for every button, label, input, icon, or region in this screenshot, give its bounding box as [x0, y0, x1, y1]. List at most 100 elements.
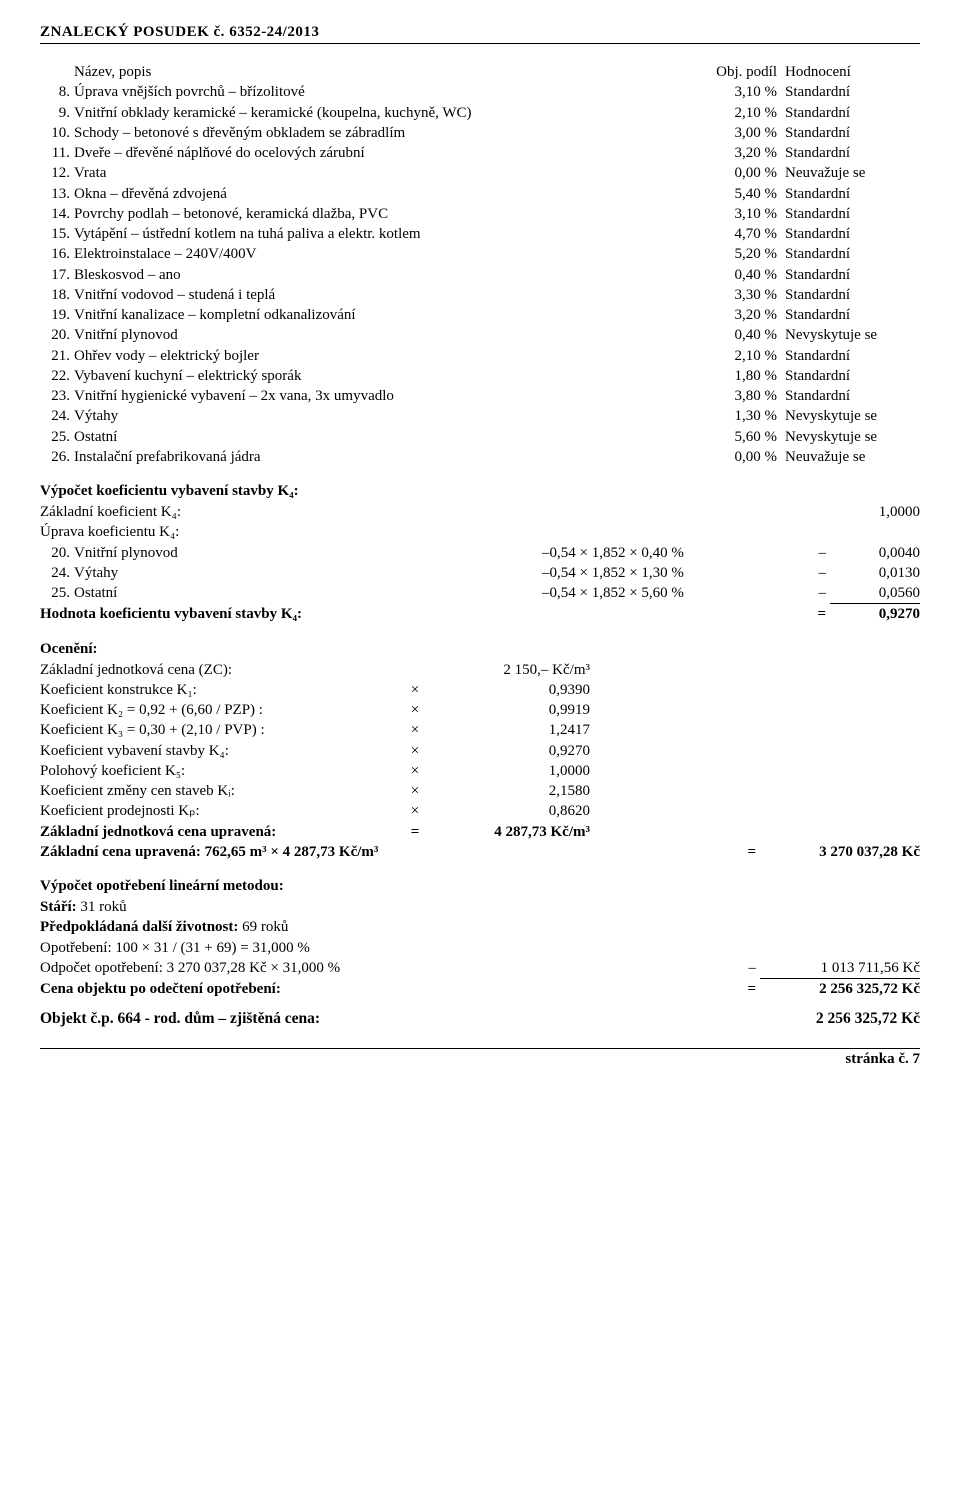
k4-line: 20.Vnitřní plynovod–0,54 × 1,852 × 0,40 …: [40, 543, 920, 563]
row-hod: Nevyskytuje se: [777, 325, 920, 345]
row-name: Vnitřní vodovod – studená i teplá: [74, 285, 699, 305]
row-name: Vytápění – ústřední kotlem na tuhá paliv…: [74, 224, 699, 244]
row-val: 3,80 %: [699, 386, 777, 406]
row-num: 26.: [40, 447, 74, 467]
row-val: 0,40 %: [699, 325, 777, 345]
table-row: 17.Bleskosvod – ano0,40 %Standardní: [40, 265, 920, 285]
row-num: 9.: [40, 103, 74, 123]
row-val: 3,30 %: [699, 285, 777, 305]
row-num: 18.: [40, 285, 74, 305]
row-name: Schody – betonové s dřevěným obkladem se…: [74, 123, 699, 143]
oc-row: Koeficient konstrukce K₁:×0,9390: [40, 680, 920, 700]
row-val: 2,10 %: [699, 346, 777, 366]
row-name: Elektroinstalace – 240V/400V: [74, 244, 699, 264]
header-number: 6352-24/2013: [229, 24, 319, 40]
table-row: 21.Ohřev vody – elektrický bojler2,10 %S…: [40, 346, 920, 366]
row-hod: Standardní: [777, 265, 920, 285]
row-val: 0,40 %: [699, 265, 777, 285]
col-name: Název, popis: [74, 62, 699, 82]
oc-sym: ×: [400, 781, 430, 801]
oc-row: Koeficient K₂ = 0,92 + (6,60 / PZP) :×0,…: [40, 700, 920, 720]
row-name: Instalační prefabrikovaná jádra: [74, 447, 699, 467]
wear-calc: Opotřebení: 100 × 31 / (31 + 69) = 31,00…: [40, 938, 920, 958]
oc-val: 0,8620: [430, 801, 590, 821]
row-val: 3,10 %: [699, 204, 777, 224]
table-row: 13.Okna – dřevěná zdvojená5,40 %Standard…: [40, 184, 920, 204]
wear-ded-sign: –: [732, 958, 760, 979]
col-hod: Hodnocení: [777, 62, 920, 82]
row-val: 5,20 %: [699, 244, 777, 264]
table-row: 22.Vybavení kuchyní – elektrický sporák1…: [40, 366, 920, 386]
row-hod: Standardní: [777, 184, 920, 204]
row-val: 3,20 %: [699, 305, 777, 325]
row-hod: Nevyskytuje se: [777, 406, 920, 426]
table-row: 9.Vnitřní obklady keramické – keramické …: [40, 103, 920, 123]
oc-label: Koeficient změny cen staveb Kᵢ:: [40, 781, 400, 801]
row-hod: Standardní: [777, 82, 920, 102]
oc-zc-upr-label: Základní jednotková cena upravená:: [40, 822, 400, 842]
k4-result-label: Hodnota koeficientu vybavení stavby K₄:: [40, 604, 542, 624]
oc-row: Polohový koeficient K₅:×1,0000: [40, 761, 920, 781]
wear-ded-label: Odpočet opotřebení: 3 270 037,28 Kč × 31…: [40, 958, 732, 979]
table-row: 18.Vnitřní vodovod – studená i teplá3,30…: [40, 285, 920, 305]
k4-result-sign: =: [802, 604, 830, 624]
row-name: Vnitřní plynovod: [74, 325, 699, 345]
row-hod: Standardní: [777, 366, 920, 386]
oc-sym: ×: [400, 741, 430, 761]
table-row: 15.Vytápění – ústřední kotlem na tuhá pa…: [40, 224, 920, 244]
row-hod: Nevyskytuje se: [777, 427, 920, 447]
row-val: 0,00 %: [699, 447, 777, 467]
row-name: Úprava vnějších povrchů – břízolitové: [74, 82, 699, 102]
wear-life: Předpokládaná další životnost: 69 roků: [40, 917, 920, 937]
oc-sym: ×: [400, 720, 430, 740]
oc-zc-line: Základní cena upravená: 762,65 m³ × 4 28…: [40, 842, 920, 862]
oc-title: Ocenění:: [40, 641, 920, 658]
row-hod: Standardní: [777, 143, 920, 163]
row-val: 5,60 %: [699, 427, 777, 447]
table-row: 25.Ostatní5,60 %Nevyskytuje se: [40, 427, 920, 447]
wear-ded-val: 1 013 711,56 Kč: [760, 958, 920, 979]
oc-val: 0,9270: [430, 741, 590, 761]
table-body: 8.Úprava vnějších povrchů – břízolitové3…: [40, 82, 920, 467]
oc-zc-line-val: 3 270 037,28 Kč: [760, 842, 920, 862]
table-row: 8.Úprava vnějších povrchů – břízolitové3…: [40, 82, 920, 102]
oc-label: Polohový koeficient K₅:: [40, 761, 400, 781]
row-val: 2,10 %: [699, 103, 777, 123]
row-num: 17.: [40, 265, 74, 285]
row-name: Okna – dřevěná zdvojená: [74, 184, 699, 204]
row-name: Výtahy: [74, 406, 699, 426]
table-row: 12.Vrata0,00 %Neuvažuje se: [40, 163, 920, 183]
wear-after-label: Cena objektu po odečtení opotřebení:: [40, 979, 732, 999]
oc-row: Koeficient vybavení stavby K₄:×0,9270: [40, 741, 920, 761]
row-num: 14.: [40, 204, 74, 224]
oc-val: 0,9919: [430, 700, 590, 720]
wear-after-sign: =: [732, 979, 760, 999]
row-hod: Standardní: [777, 204, 920, 224]
row-num: 25.: [40, 427, 74, 447]
final-val: 2 256 325,72 Kč: [760, 1009, 920, 1030]
row-num: 15.: [40, 224, 74, 244]
oc-row: Koeficient prodejnosti Kₚ:×0,8620: [40, 801, 920, 821]
k4-result: Hodnota koeficientu vybavení stavby K₄: …: [40, 604, 920, 624]
row-name: Povrchy podlah – betonové, keramická dla…: [74, 204, 699, 224]
oc-row: Koeficient K₃ = 0,30 + (2,10 / PVP) :×1,…: [40, 720, 920, 740]
row-hod: Standardní: [777, 103, 920, 123]
row-hod: Standardní: [777, 123, 920, 143]
oc-val: 2,1580: [430, 781, 590, 801]
oc-label: Koeficient konstrukce K₁:: [40, 680, 400, 700]
oc-zc-upr: Základní jednotková cena upravená: = 4 2…: [40, 822, 920, 842]
page-footer: stránka č. 7: [40, 1048, 920, 1068]
row-num: 24.: [40, 406, 74, 426]
table-row: 19.Vnitřní kanalizace – kompletní odkana…: [40, 305, 920, 325]
table-row: 24.Výtahy1,30 %Nevyskytuje se: [40, 406, 920, 426]
row-val: 3,00 %: [699, 123, 777, 143]
row-name: Bleskosvod – ano: [74, 265, 699, 285]
k4-base: Základní koeficient K₄: 1,0000: [40, 502, 920, 522]
row-num: 10.: [40, 123, 74, 143]
table-row: 16.Elektroinstalace – 240V/400V5,20 %Sta…: [40, 244, 920, 264]
table-row: 11.Dveře – dřevěné náplňové do ocelových…: [40, 143, 920, 163]
row-name: Ohřev vody – elektrický bojler: [74, 346, 699, 366]
header-left: ZNALECKÝ POSUDEK č.: [40, 24, 225, 40]
oc-row: Základní jednotková cena (ZC):2 150,– Kč…: [40, 660, 920, 680]
row-num: 23.: [40, 386, 74, 406]
